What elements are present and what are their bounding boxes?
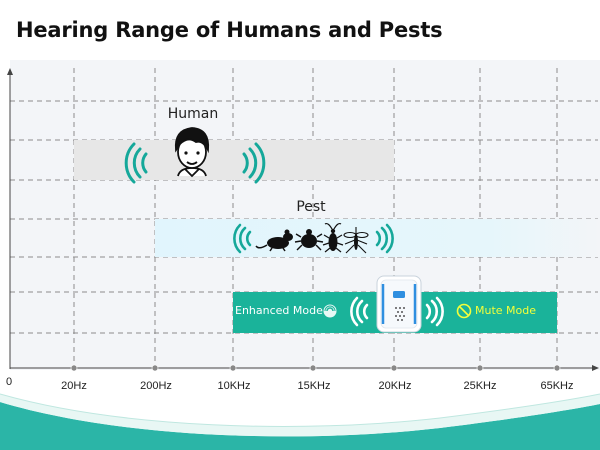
mosquito-icon [343,227,369,254]
x-tick-dot [151,364,159,372]
x-tick-label: 25KHz [463,380,497,392]
sound-wave-right-icon [242,142,266,184]
x-tick-label: 65KHz [540,380,574,392]
x-tick-label: 20KHz [378,380,412,392]
footer-wave [0,393,600,450]
x-tick-dot [476,364,484,372]
x-tick-label: 20Hz [61,380,87,392]
human-label: Human [167,106,219,122]
rat-icon [255,229,293,252]
y-axis-arrow-icon [7,68,13,75]
tick-bug-icon [294,229,324,251]
mute-mode-icon [456,303,472,319]
enhanced-mode-label: Enhanced Mode [235,304,323,317]
sound-wave-left-icon [350,296,369,327]
x-tick-label: 10KHz [217,380,251,392]
x-tick-dot [309,364,317,372]
cockroach-icon [322,222,344,253]
x-tick-dot [229,364,237,372]
x-tick-dot [553,364,561,372]
pest-label: Pest [296,199,326,215]
x-axis-arrow-icon [592,365,599,371]
page-title: Hearing Range of Humans and Pests [16,18,443,42]
x-tick-dot [390,364,398,372]
human-face-icon [174,127,210,178]
sound-wave-right-icon [375,223,394,254]
enhanced-mode-icon [323,304,337,318]
sound-wave-left-icon [233,223,252,254]
sound-wave-right-icon [425,296,444,327]
mute-mode-label: Mute Mode [475,304,537,317]
pest-range-bar [155,219,600,257]
x-tick-dot [70,364,78,372]
x-tick-label: 15KHz [297,380,331,392]
repeller-device-icon [376,275,422,333]
origin-label: 0 [6,376,13,388]
sound-wave-left-icon [124,142,148,184]
x-tick-label: 200Hz [140,380,172,392]
human-range-bar [74,140,394,180]
